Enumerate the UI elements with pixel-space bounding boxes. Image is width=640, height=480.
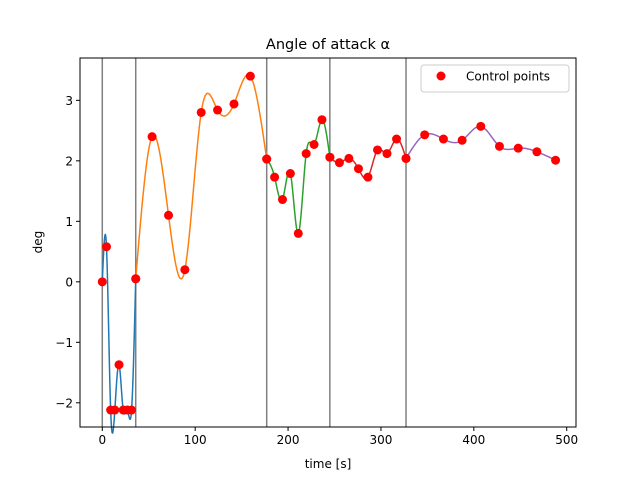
x-axis-label: time [s] bbox=[305, 457, 352, 471]
control-point bbox=[438, 134, 448, 144]
control-point bbox=[476, 121, 486, 131]
control-point bbox=[213, 105, 223, 115]
control-point bbox=[532, 147, 542, 157]
control-point bbox=[309, 140, 319, 150]
control-point bbox=[164, 210, 174, 220]
y-tick-label: −1 bbox=[55, 336, 73, 350]
control-point bbox=[127, 405, 137, 415]
control-point bbox=[344, 153, 354, 163]
legend-label: Control points bbox=[466, 70, 550, 84]
control-point bbox=[334, 158, 344, 168]
control-points bbox=[97, 71, 561, 415]
x-tick-label: 0 bbox=[98, 433, 106, 447]
legend-box bbox=[420, 64, 570, 93]
x-tick-label: 400 bbox=[462, 433, 485, 447]
y-tick-label: −2 bbox=[55, 396, 73, 410]
y-tick-label: 2 bbox=[65, 154, 73, 168]
control-point bbox=[363, 172, 373, 182]
control-point bbox=[245, 71, 255, 81]
y-axis-ticks: −2 −1 0 1 2 3 bbox=[55, 94, 80, 410]
y-tick-label: 0 bbox=[65, 275, 73, 289]
x-tick-label: 300 bbox=[369, 433, 392, 447]
y-axis-label: deg bbox=[31, 231, 45, 254]
legend: Control points bbox=[420, 64, 570, 93]
control-point bbox=[353, 164, 363, 174]
control-point bbox=[420, 130, 430, 140]
control-point bbox=[196, 107, 206, 117]
control-point bbox=[180, 265, 190, 275]
x-tick-label: 500 bbox=[555, 433, 578, 447]
control-point bbox=[401, 153, 411, 163]
control-point bbox=[101, 242, 111, 252]
x-tick-label: 200 bbox=[277, 433, 300, 447]
control-point bbox=[551, 155, 561, 165]
control-point bbox=[392, 134, 402, 144]
control-point bbox=[114, 360, 124, 370]
vertical-lines bbox=[101, 58, 407, 427]
control-point bbox=[110, 405, 120, 415]
control-point bbox=[285, 169, 295, 179]
y-tick-label: 3 bbox=[65, 94, 73, 108]
legend-marker bbox=[436, 71, 446, 81]
plot-frame bbox=[79, 57, 577, 428]
control-point bbox=[97, 277, 107, 287]
x-tick-label: 100 bbox=[184, 433, 207, 447]
control-point bbox=[277, 195, 287, 205]
control-point bbox=[301, 149, 311, 159]
control-point bbox=[382, 149, 392, 159]
control-point bbox=[457, 135, 467, 145]
control-point bbox=[229, 99, 239, 109]
control-point bbox=[147, 132, 157, 142]
x-axis-ticks: 0 100 200 300 400 500 bbox=[98, 427, 578, 447]
control-point bbox=[262, 154, 272, 164]
control-point bbox=[293, 228, 303, 238]
control-point bbox=[373, 145, 383, 155]
y-tick-label: 1 bbox=[65, 215, 73, 229]
control-point bbox=[317, 115, 327, 125]
control-point bbox=[494, 141, 504, 151]
chart-title: Angle of attack α bbox=[266, 37, 390, 53]
control-point bbox=[325, 152, 335, 162]
control-point bbox=[131, 274, 141, 284]
control-point bbox=[270, 172, 280, 182]
control-point bbox=[513, 143, 523, 153]
